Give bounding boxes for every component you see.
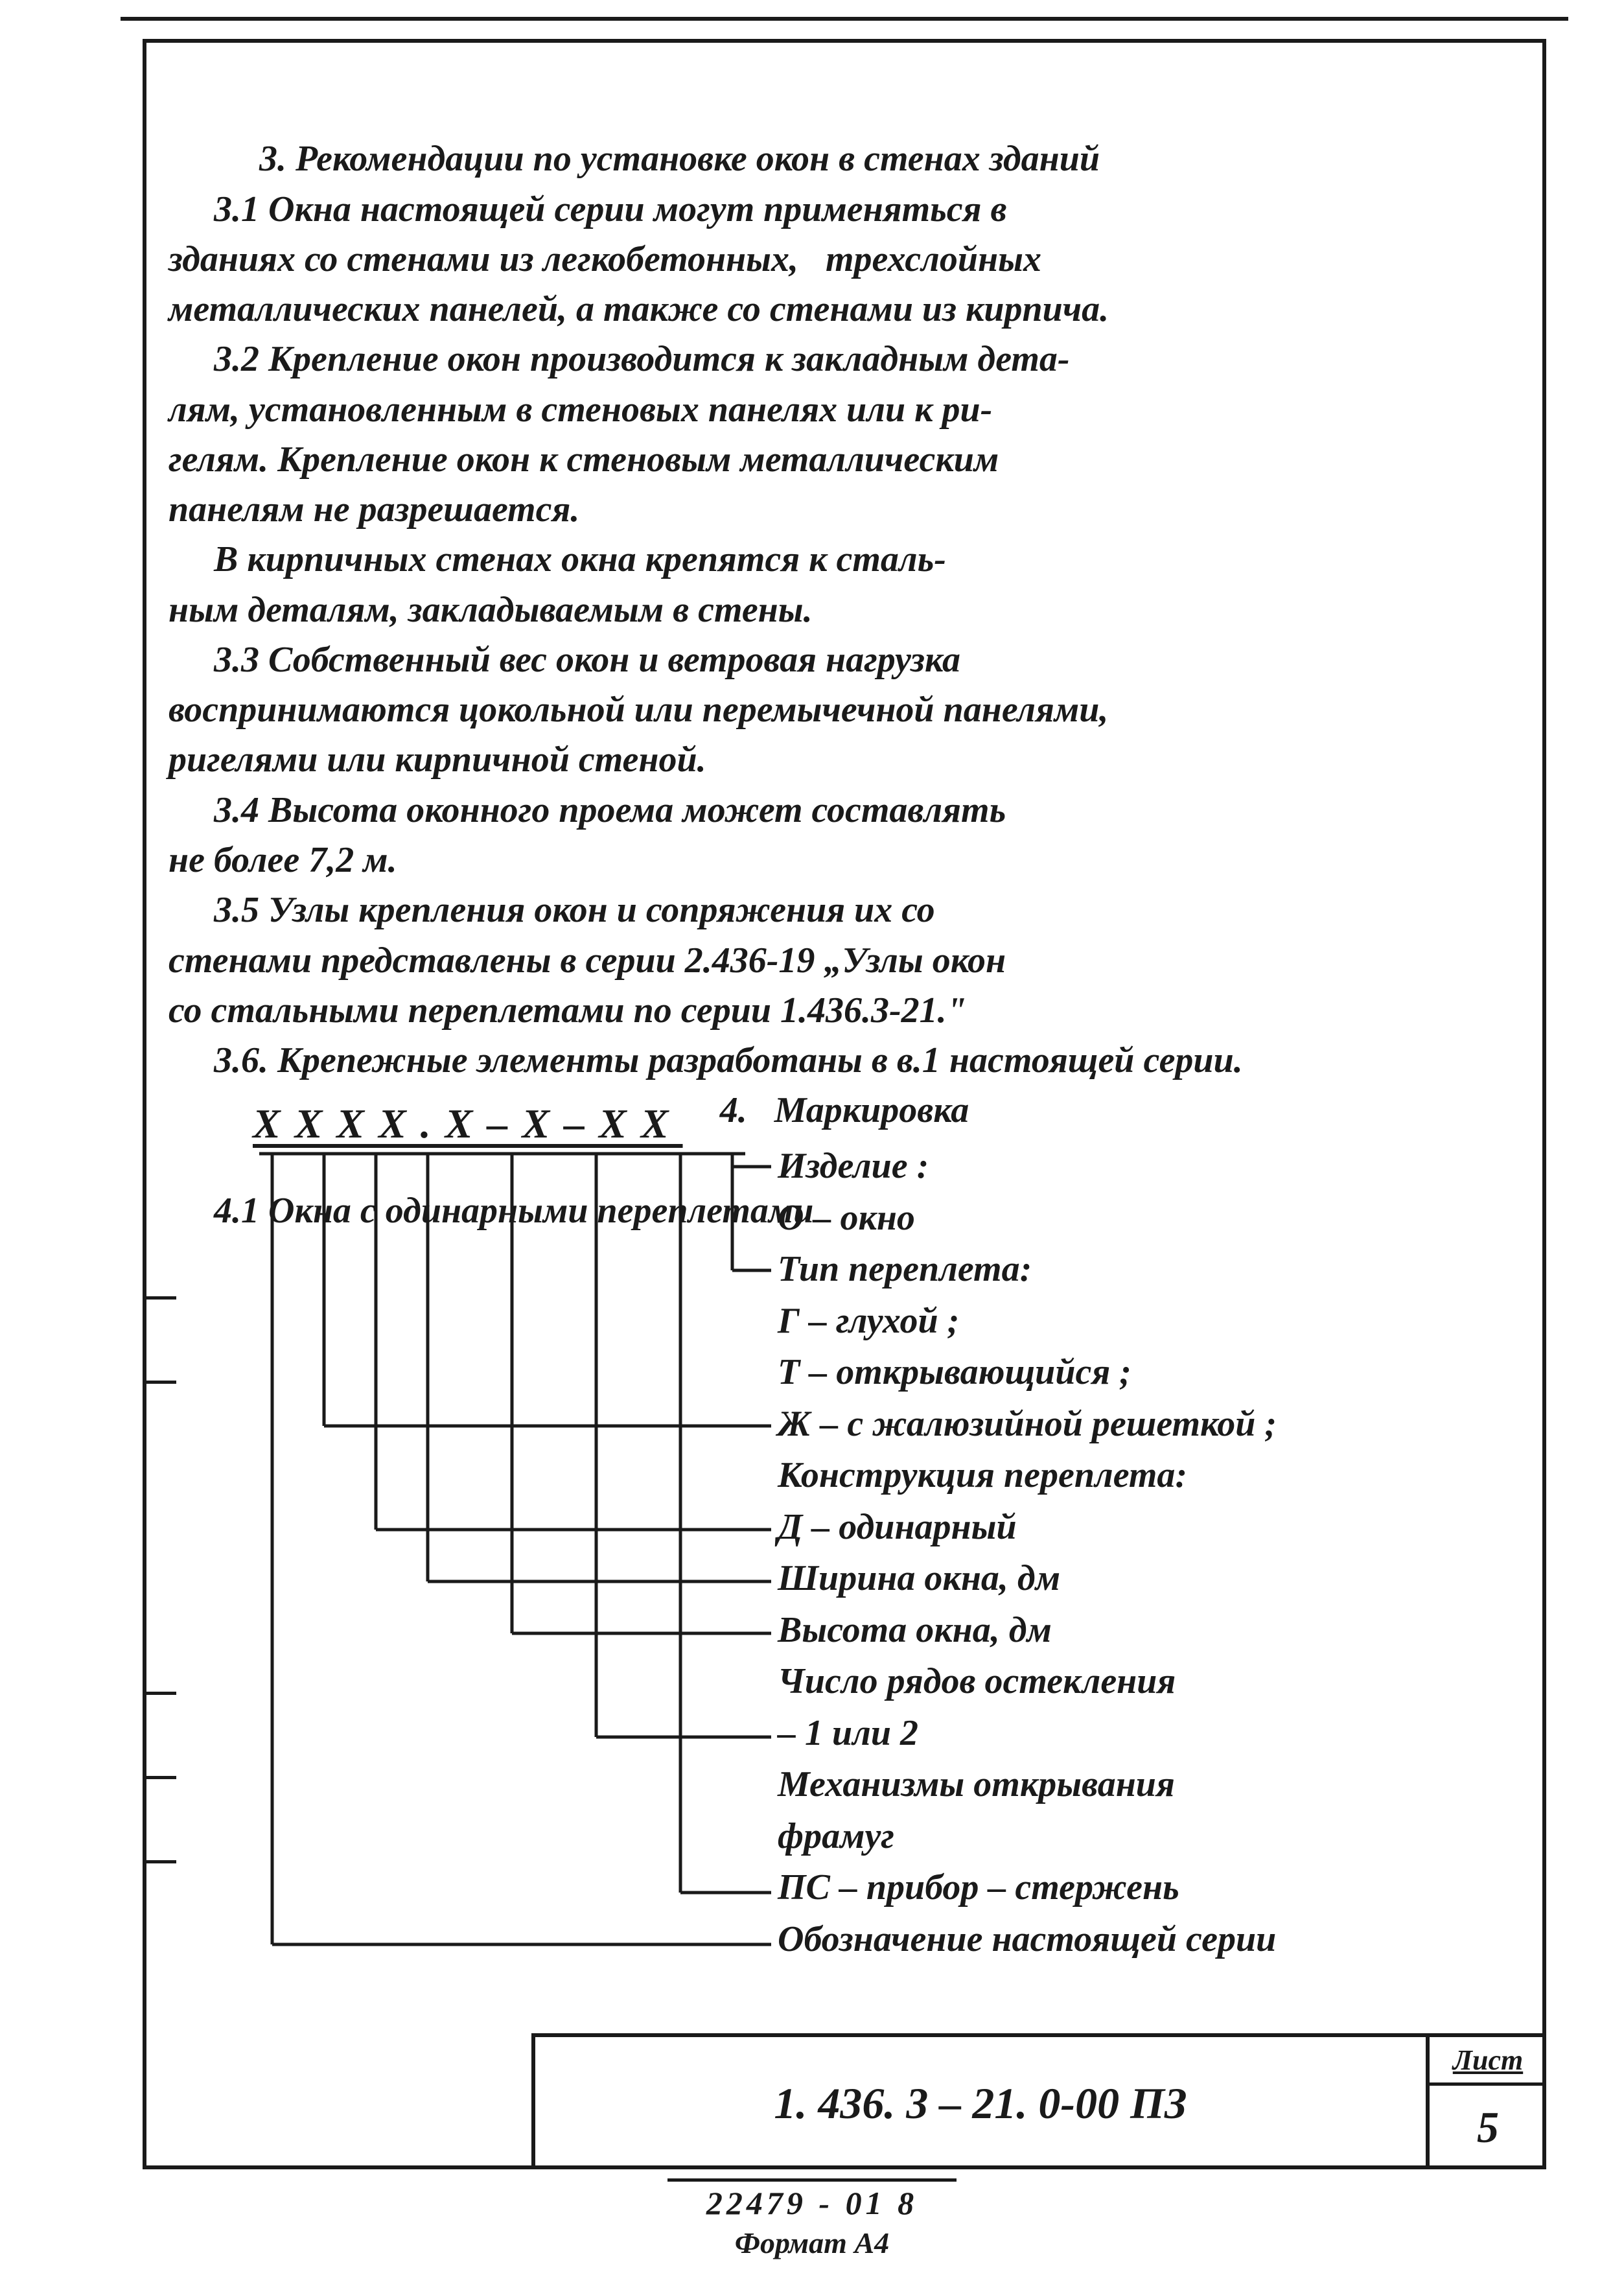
legend-row: – 1 или 2 xyxy=(778,1708,1520,1760)
legend-row: ПС – прибор – стержень xyxy=(778,1862,1520,1914)
paragraph: 3. Рекомендации по установке окон в стен… xyxy=(168,139,1100,179)
legend-row: Обозначение настоящей серии xyxy=(778,1914,1520,1966)
binding-tick xyxy=(144,1776,176,1779)
drawing-designation: 1. 436. 3 – 21. 0-00 ПЗ xyxy=(535,2037,1426,2169)
sheet-label: Лист xyxy=(1430,2037,1546,2086)
legend-row: О – окно xyxy=(778,1193,1520,1244)
legend-row: Д – одинарный xyxy=(778,1502,1520,1554)
marking-code: ХХХХ.Х–Х–ХХ xyxy=(253,1100,683,1148)
paragraph: 3.2 Крепление окон производится к заклад… xyxy=(168,339,1070,530)
title-block: 1. 436. 3 – 21. 0-00 ПЗ Лист 5 xyxy=(531,2033,1546,2169)
paragraph: 3.1 Окна настоящей серии могут применять… xyxy=(168,189,1109,330)
binding-tick xyxy=(144,1692,176,1695)
sheet-cell: Лист 5 xyxy=(1426,2037,1546,2169)
legend-row: Высота окна, дм xyxy=(778,1605,1520,1657)
legend-row: Ширина окна, дм xyxy=(778,1553,1520,1605)
paragraph: В кирпичных стенах окна крепятся к сталь… xyxy=(168,539,946,629)
legend-row: Число рядов остекления xyxy=(778,1656,1520,1708)
legend-row: Конструкция переплета: xyxy=(778,1450,1520,1502)
legend-row: Тип переплета: xyxy=(778,1244,1520,1296)
paragraph: 4.1 Окна с одинарными переплетами xyxy=(168,1191,813,1231)
document-body: 3. Рекомендации по установке окон в стен… xyxy=(168,84,1520,1236)
legend-row: Ж – с жалюзийной решеткой ; xyxy=(778,1399,1520,1451)
format-label: Формат А4 xyxy=(0,2226,1624,2260)
legend-row: Г – глухой ; xyxy=(778,1296,1520,1347)
archive-number: 22479 - 01 8 xyxy=(667,2178,957,2222)
marking-legend: Изделие : О – окно Тип переплета: Г – гл… xyxy=(778,1141,1520,1965)
legend-row: Изделие : xyxy=(778,1141,1520,1193)
paragraph: 3.6. Крепежные элементы разработаны в в.… xyxy=(168,1040,1243,1080)
legend-row: Механизмы открывания xyxy=(778,1759,1520,1811)
sheet-number: 5 xyxy=(1430,2086,1546,2169)
paragraph: 3.4 Высота оконного проема может составл… xyxy=(168,790,1006,880)
page-footer: 22479 - 01 8 Формат А4 xyxy=(0,2178,1624,2260)
paragraph: 3.3 Собственный вес окон и ветровая нагр… xyxy=(168,640,1108,780)
binding-tick xyxy=(144,1296,176,1300)
binding-tick xyxy=(144,1381,176,1384)
legend-row: фрамуг xyxy=(778,1811,1520,1863)
binding-tick xyxy=(144,1860,176,1863)
paragraph: 3.5 Узлы крепления окон и сопряжения их … xyxy=(168,890,1006,1031)
legend-row: Т – открывающийся ; xyxy=(778,1347,1520,1399)
